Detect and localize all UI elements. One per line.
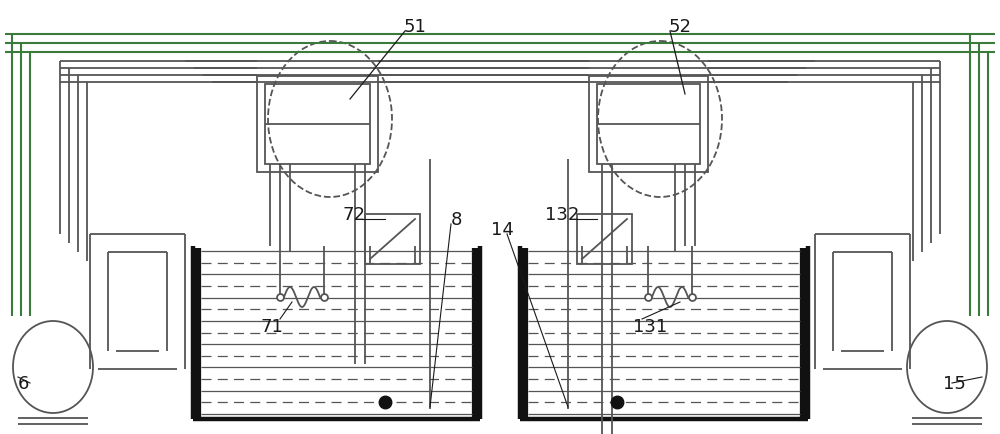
Bar bbox=[597, 85, 700, 164]
Text: 132: 132 bbox=[545, 206, 579, 224]
Bar bbox=[577, 214, 632, 264]
Text: 15: 15 bbox=[943, 374, 966, 392]
Bar bbox=[257, 77, 378, 173]
Text: 6: 6 bbox=[18, 374, 29, 392]
Text: 8: 8 bbox=[450, 210, 462, 228]
Text: 14: 14 bbox=[491, 220, 513, 238]
Bar bbox=[365, 214, 420, 264]
Text: 71: 71 bbox=[261, 317, 283, 335]
Text: 72: 72 bbox=[343, 206, 366, 224]
Text: 51: 51 bbox=[404, 18, 426, 36]
Text: 52: 52 bbox=[668, 18, 692, 36]
Text: 131: 131 bbox=[633, 317, 667, 335]
Bar bbox=[265, 85, 370, 164]
Bar bbox=[589, 77, 708, 173]
